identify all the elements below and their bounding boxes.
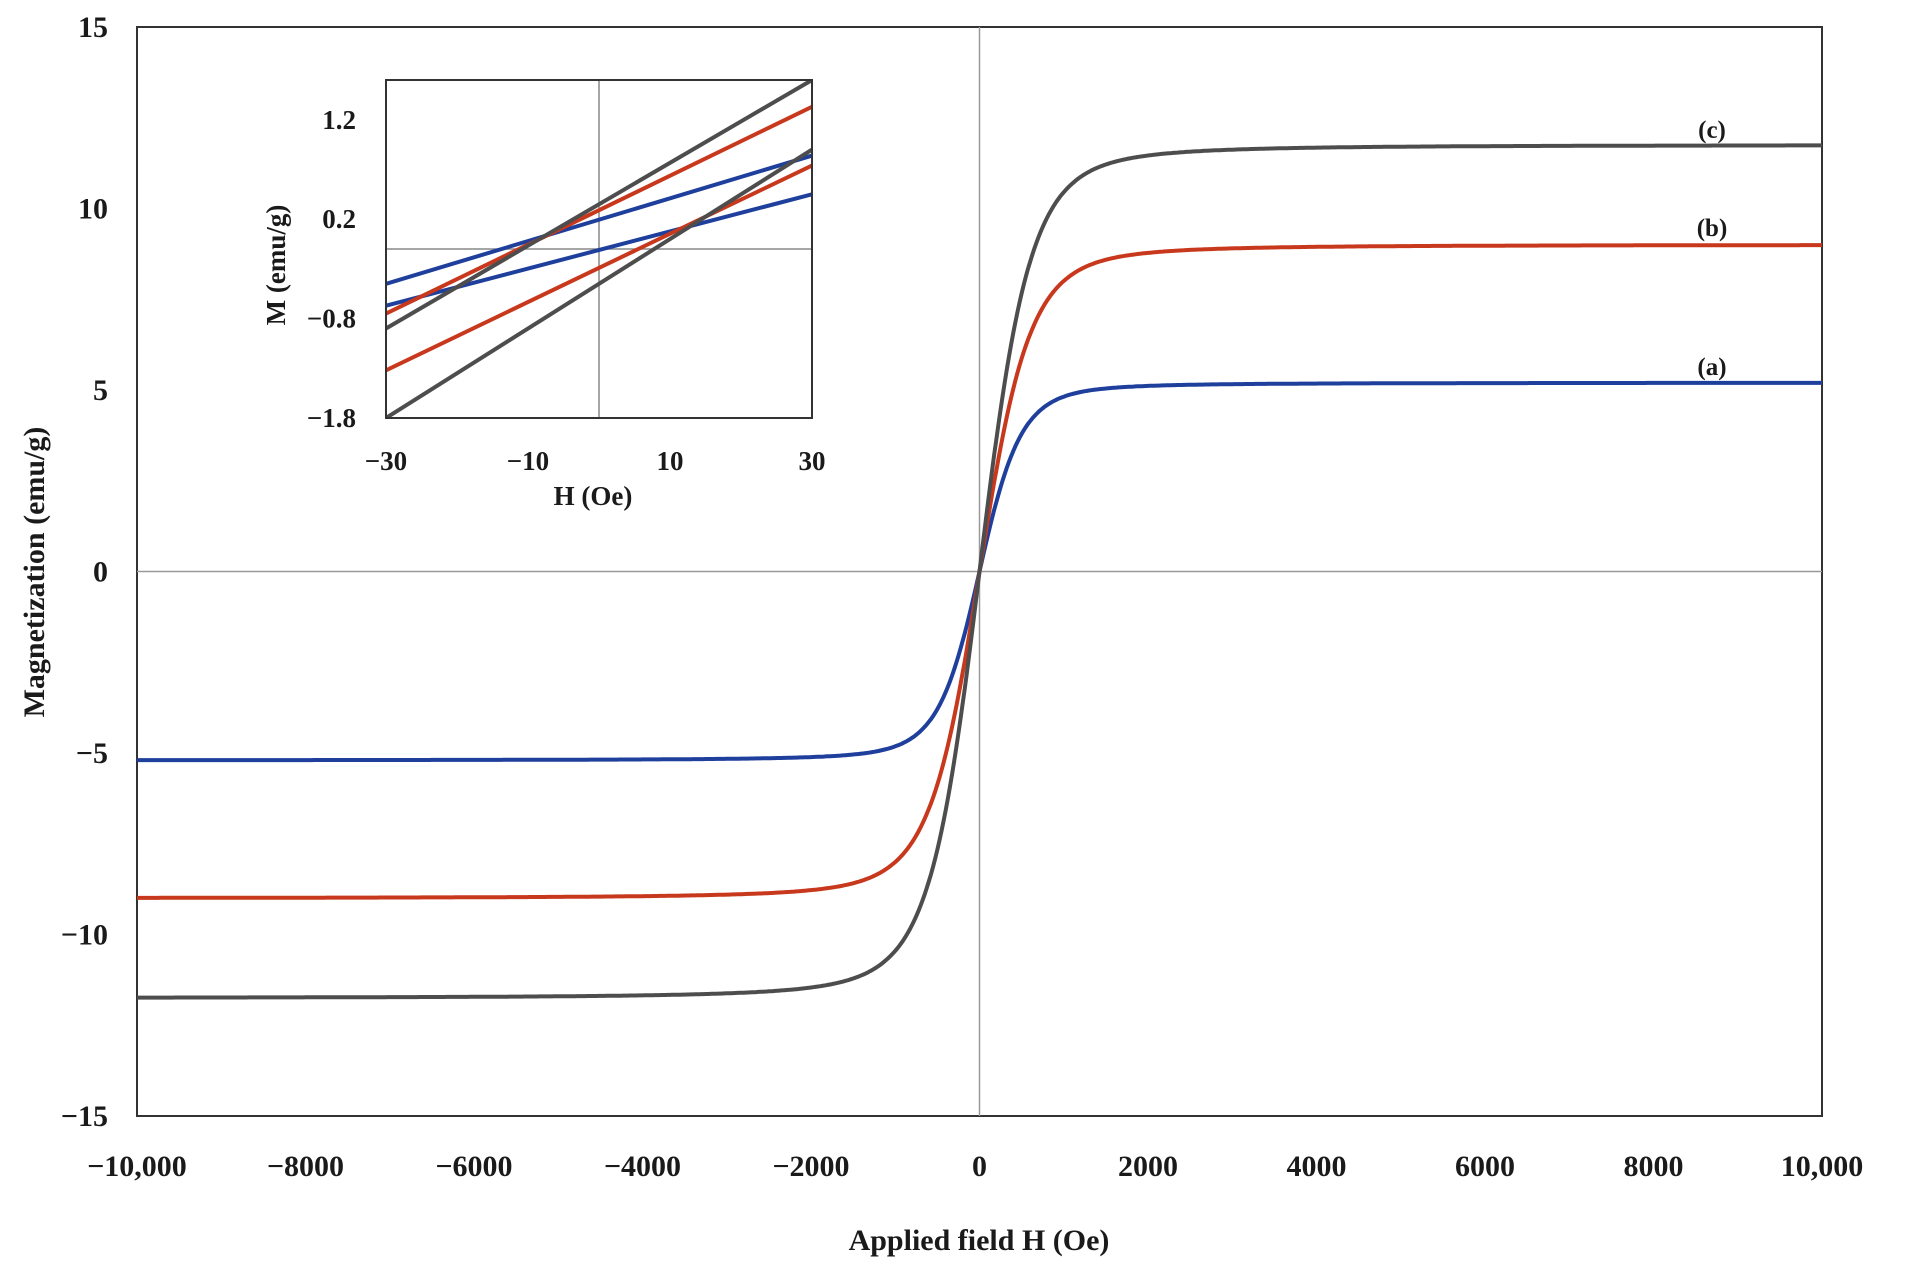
main-x-tick-label: −8000 bbox=[267, 1150, 344, 1183]
main-x-tick-label: 2000 bbox=[1118, 1150, 1178, 1183]
inset-x-tick-labels: −30 −10 10 30 bbox=[365, 446, 826, 476]
main-y-tick-labels: −15 −10 −5 0 5 10 15 bbox=[61, 11, 108, 1133]
main-y-tick-label: −10 bbox=[61, 919, 108, 952]
main-series-line-c bbox=[137, 143, 1822, 1000]
main-y-tick-label: 0 bbox=[93, 556, 108, 589]
inset-series-line bbox=[386, 80, 812, 331]
main-x-tick-label: −6000 bbox=[435, 1150, 512, 1183]
main-x-tick-label: −2000 bbox=[772, 1150, 849, 1183]
inset-x-tick-label: 10 bbox=[657, 446, 684, 476]
main-x-tick-labels: −10,000 −8000 −6000 −4000 −2000 0 2000 4000 6000… bbox=[87, 1150, 1863, 1183]
inset-x-tick-label: −10 bbox=[507, 446, 549, 476]
main-chart: −10,000 −8000 −6000 −4000 −2000 0 2000 4000 6000… bbox=[18, 11, 1863, 1257]
inset-series-line bbox=[386, 105, 812, 316]
main-x-tick-label: 10,000 bbox=[1781, 1150, 1864, 1183]
main-y-tick-label: −15 bbox=[61, 1100, 108, 1133]
inset-y-tick-label: −0.8 bbox=[307, 304, 356, 334]
main-x-tick-label: 4000 bbox=[1287, 1150, 1347, 1183]
inset-x-axis-title: H (Oe) bbox=[554, 481, 633, 511]
main-x-tick-label: 8000 bbox=[1624, 1150, 1684, 1183]
curve-label-a: (a) bbox=[1697, 354, 1726, 381]
curve-label-b: (b) bbox=[1697, 215, 1728, 242]
inset-y-tick-label: 1.2 bbox=[322, 105, 356, 135]
inset-y-tick-labels: −1.8 −0.8 0.2 1.2 bbox=[307, 105, 356, 433]
inset-series-line bbox=[386, 147, 812, 418]
inset-chart: −30 −10 10 30 −1.8 −0.8 0.2 1.2 H (Oe) M (emu/… bbox=[261, 79, 826, 511]
inset-series-line bbox=[386, 153, 812, 286]
inset-series-line bbox=[386, 163, 812, 373]
inset-series-group bbox=[386, 80, 812, 418]
inset-plot-frame bbox=[385, 79, 813, 419]
inset-y-axis-title: M (emu/g) bbox=[261, 205, 291, 326]
main-y-tick-label: 5 bbox=[93, 374, 108, 407]
inset-y-tick-label: 0.2 bbox=[322, 204, 356, 234]
main-y-tick-label: 10 bbox=[78, 193, 108, 226]
main-series-group bbox=[137, 143, 1822, 1000]
inset-y-tick-label: −1.8 bbox=[307, 403, 356, 433]
inset-x-tick-label: 30 bbox=[799, 446, 826, 476]
main-x-tick-label: −4000 bbox=[604, 1150, 681, 1183]
main-x-tick-label: 0 bbox=[972, 1150, 987, 1183]
inset-x-tick-label: −30 bbox=[365, 446, 407, 476]
main-x-axis-title: Applied field H (Oe) bbox=[849, 1224, 1110, 1257]
main-y-tick-label: −5 bbox=[76, 737, 108, 770]
main-y-tick-label: 15 bbox=[78, 11, 108, 44]
main-y-axis-title: Magnetization (emu/g) bbox=[18, 427, 51, 718]
main-x-tick-label: −10,000 bbox=[87, 1150, 187, 1183]
main-x-tick-label: 6000 bbox=[1455, 1150, 1515, 1183]
curve-label-c: (c) bbox=[1698, 117, 1726, 144]
